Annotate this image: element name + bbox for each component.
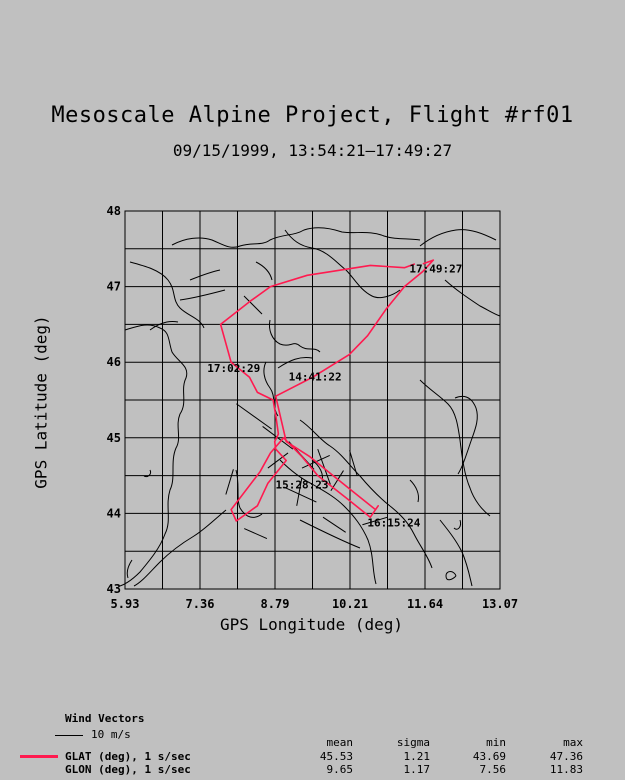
time-label: 17:49:27 xyxy=(409,262,462,275)
stat-header-min: min xyxy=(486,736,506,749)
time-label: 14:41:22 xyxy=(289,371,342,384)
stat-header-mean: mean xyxy=(326,736,354,749)
stat-header-sigma: sigma xyxy=(396,736,430,749)
stats-row-label: GLAT (deg), 1 s/sec xyxy=(65,750,191,763)
x-tick-label: 11.64 xyxy=(407,597,443,611)
time-labels: 17:49:27 17:02:29 14:41:22 15:28:23 16:15:24 xyxy=(207,262,462,529)
chart-title: Mesoscale Alpine Project, Flight #rf01 xyxy=(51,103,574,128)
y-axis-label: GPS Latitude (deg) xyxy=(31,315,51,489)
axis-tick-labels: 5.93 7.36 8.79 10.21 11.64 13.07 43 44 45 46 47 48 xyxy=(107,204,519,611)
stat-sigma: 1.17 xyxy=(403,763,431,776)
wind-vector xyxy=(362,516,388,526)
wind-scale-key: 10 m/s xyxy=(55,728,131,741)
stat-min: 43.69 xyxy=(472,750,506,763)
wind-vector xyxy=(296,478,303,506)
stats-row-label: GLON (deg), 1 s/sec xyxy=(65,763,191,776)
time-label: 15:28:23 xyxy=(276,479,329,492)
x-tick-label: 7.36 xyxy=(186,597,215,611)
y-tick-label: 48 xyxy=(107,204,121,218)
x-tick-label: 10.21 xyxy=(332,597,368,611)
time-label: 17:02:29 xyxy=(207,362,260,375)
x-tick-label: 13.07 xyxy=(482,597,518,611)
wind-scale-bar xyxy=(55,734,83,736)
stat-max: 47.36 xyxy=(549,750,583,763)
stat-sigma: 1.21 xyxy=(403,750,431,763)
glat-line-swatch xyxy=(20,755,58,758)
stat-max: 11.83 xyxy=(549,763,583,776)
wind-vector xyxy=(244,528,268,540)
wind-vectors-legend-title: Wind Vectors xyxy=(65,712,145,725)
stat-mean: 9.65 xyxy=(326,763,354,776)
wind-vector xyxy=(267,452,289,469)
flight-track xyxy=(219,259,435,522)
y-tick-label: 44 xyxy=(107,506,121,520)
wind-vector xyxy=(349,450,358,476)
wind-vector xyxy=(262,426,294,450)
wind-scale-label: 10 m/s xyxy=(91,728,131,741)
wind-vector xyxy=(322,516,346,533)
wind-vector xyxy=(317,448,331,485)
coastline-borders-map xyxy=(119,227,501,587)
stat-mean: 45.53 xyxy=(319,750,353,763)
stat-min: 7.56 xyxy=(479,763,507,776)
y-tick-label: 43 xyxy=(107,582,121,596)
y-tick-label: 47 xyxy=(107,280,121,294)
y-tick-label: 46 xyxy=(107,355,121,369)
chart-subtitle: 09/15/1999, 13:54:21–17:49:27 xyxy=(172,141,453,160)
flight-track-line xyxy=(219,259,435,522)
x-tick-label: 5.93 xyxy=(111,597,140,611)
time-label: 16:15:24 xyxy=(367,516,420,529)
stat-header-max: max xyxy=(563,736,583,749)
wind-vector xyxy=(283,486,317,503)
y-tick-label: 45 xyxy=(107,431,121,445)
wind-vectors xyxy=(225,403,388,540)
wind-vector xyxy=(225,469,234,495)
x-axis-label: GPS Longitude (deg) xyxy=(219,615,404,634)
x-tick-label: 8.79 xyxy=(261,597,290,611)
wind-vector xyxy=(236,403,272,430)
